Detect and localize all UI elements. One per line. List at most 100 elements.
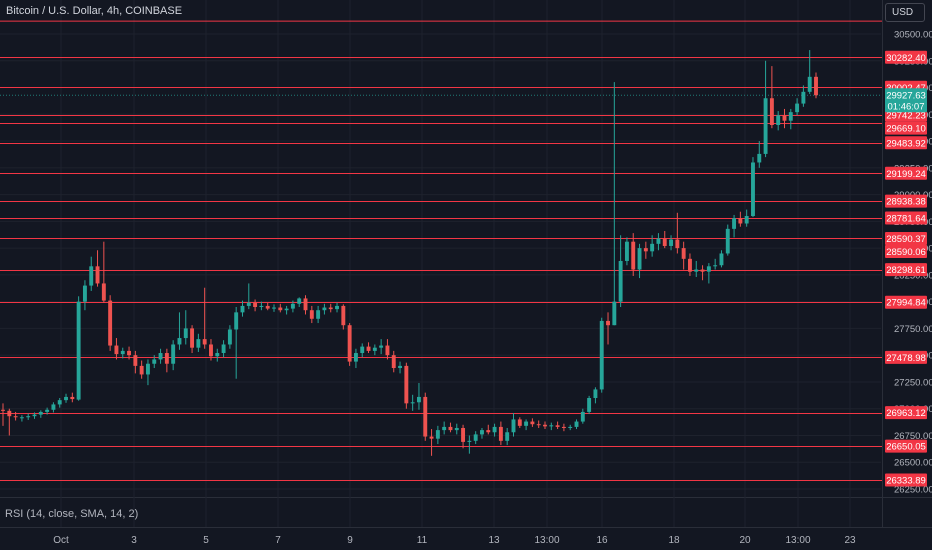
candle-body (108, 300, 113, 346)
candle-body (631, 241, 636, 270)
candle-body (379, 345, 384, 348)
candle-body (524, 421, 529, 426)
current-price-value: 29927.63 (886, 90, 926, 101)
candle-body (814, 76, 818, 96)
currency-button[interactable]: USD (885, 3, 925, 22)
current-price-countdown: 01:46:07 (888, 101, 925, 112)
candle-body (713, 265, 718, 267)
candle-body (574, 421, 579, 427)
candle-body (114, 345, 119, 355)
price-level-tag: 29483.92 (885, 136, 927, 150)
current-price-tag-bg (885, 88, 927, 113)
price-level-tag-text: 26333.89 (886, 476, 926, 487)
candle-body (328, 307, 333, 310)
candle-body (543, 424, 547, 427)
price-level-tag: 28590.37 (885, 231, 927, 245)
candle-body (505, 432, 510, 441)
candle-body (599, 320, 604, 390)
price-level-tag-text: 28938.38 (886, 197, 926, 208)
price-level-tag-bg (885, 244, 927, 258)
candle-body (139, 365, 144, 375)
price-level-tag-text: 30002.47 (886, 83, 926, 94)
price-level-tag-bg (885, 121, 927, 135)
candle-body (76, 301, 81, 400)
price-level-tag-text: 27478.98 (886, 353, 926, 364)
candle-body (776, 115, 781, 125)
price-level-tag-bg (885, 166, 927, 180)
candle-body (694, 269, 699, 272)
price-level-tag-bg (885, 194, 927, 208)
candle-body (272, 307, 276, 309)
price-level-tag-text: 26650.05 (886, 442, 926, 453)
price-level-tag-text: 29669.10 (886, 124, 926, 135)
candle-body (480, 430, 484, 435)
candle-body (738, 218, 743, 224)
candle-body (322, 307, 327, 311)
candle-body (486, 430, 491, 433)
candle-body (158, 353, 163, 360)
candle-body (164, 353, 169, 364)
candle-body (347, 325, 352, 362)
candle-body (127, 350, 132, 356)
symbol-title[interactable]: Bitcoin / U.S. Dollar, 4h, COINBASE (6, 5, 183, 17)
candle-body (650, 243, 655, 252)
price-level-tag-bg (885, 231, 927, 245)
candle-body (95, 266, 100, 284)
price-level-tag-text: 26963.12 (886, 408, 926, 419)
time-tick-label: 7 (275, 535, 281, 546)
price-level-tag-bg (885, 211, 927, 225)
candle-body (606, 320, 610, 326)
candle-body (530, 421, 535, 425)
candle-body (13, 416, 18, 418)
candle-body (1, 409, 5, 411)
level-price-tags: 30282.40 30002.47 29742.23 29669.10 29483.92… (885, 50, 927, 487)
price-level-tag-bg (885, 136, 927, 150)
candle-body (265, 305, 270, 309)
candle-body (618, 260, 623, 302)
price-level-tag: 30282.40 (885, 50, 927, 64)
price-level-tag-text: 29742.23 (886, 111, 926, 122)
candle-body (64, 396, 68, 401)
candle-body (190, 328, 195, 348)
candle-body (612, 301, 617, 326)
time-tick-label: 16 (596, 535, 608, 546)
candle-body (568, 426, 573, 428)
price-level-tag-text: 28298.61 (886, 265, 926, 276)
price-level-tag: 28781.64 (885, 211, 927, 225)
candle-body (57, 400, 62, 405)
price-level-tag: 28590.06 (885, 244, 927, 258)
time-axis-separator (0, 527, 932, 528)
candle-body (309, 310, 314, 319)
candle-body (795, 103, 800, 113)
price-level-tag-text: 29483.92 (886, 138, 926, 149)
candle-body (177, 338, 182, 345)
candle-body (290, 303, 295, 309)
time-tick-label: 9 (347, 535, 353, 546)
time-axis[interactable]: Oct 3 5 7 9 11 13 13:00 16 18 20 13:00 23 (53, 535, 856, 546)
candle-body (587, 398, 592, 412)
candle-body (580, 411, 585, 422)
candle-body (335, 305, 339, 310)
candle-body (442, 426, 447, 431)
price-level-tag-text: 28590.37 (886, 234, 926, 245)
candle-body (133, 355, 138, 366)
candle-body (429, 436, 434, 439)
time-tick-label: 5 (203, 535, 209, 546)
candle-body (700, 269, 705, 272)
price-level-tag: 26963.12 (885, 406, 927, 420)
price-level-tag-text: 28590.06 (886, 247, 926, 258)
time-tick-label: 13:00 (534, 535, 559, 546)
time-tick-label: Oct (53, 535, 69, 546)
candle-body (101, 283, 106, 301)
rsi-indicator-label[interactable]: RSI (14, close, SMA, 14, 2) (5, 508, 139, 520)
time-tick-label: 20 (739, 535, 751, 546)
candle-body (196, 339, 201, 348)
candle-body (675, 239, 680, 249)
horizontal-levels (0, 20, 882, 481)
candle-body (454, 427, 459, 431)
price-level-tag: 29669.10 (885, 121, 927, 135)
candle-body (234, 312, 239, 330)
candle-body (561, 426, 566, 428)
